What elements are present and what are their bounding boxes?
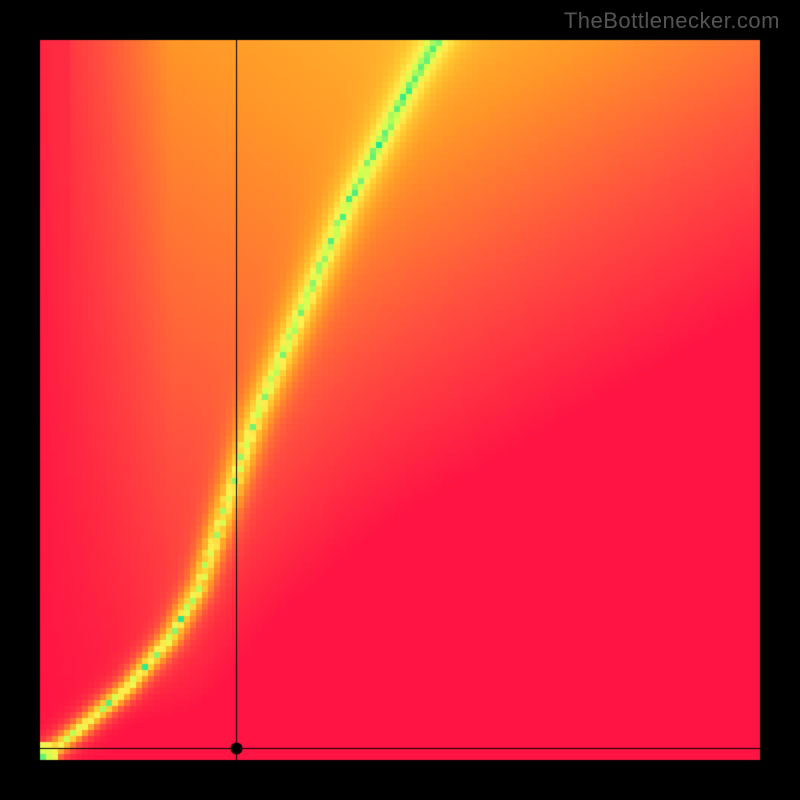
watermark: TheBottlenecker.com: [564, 8, 780, 34]
heatmap-canvas: [0, 0, 800, 800]
chart-container: TheBottlenecker.com: [0, 0, 800, 800]
